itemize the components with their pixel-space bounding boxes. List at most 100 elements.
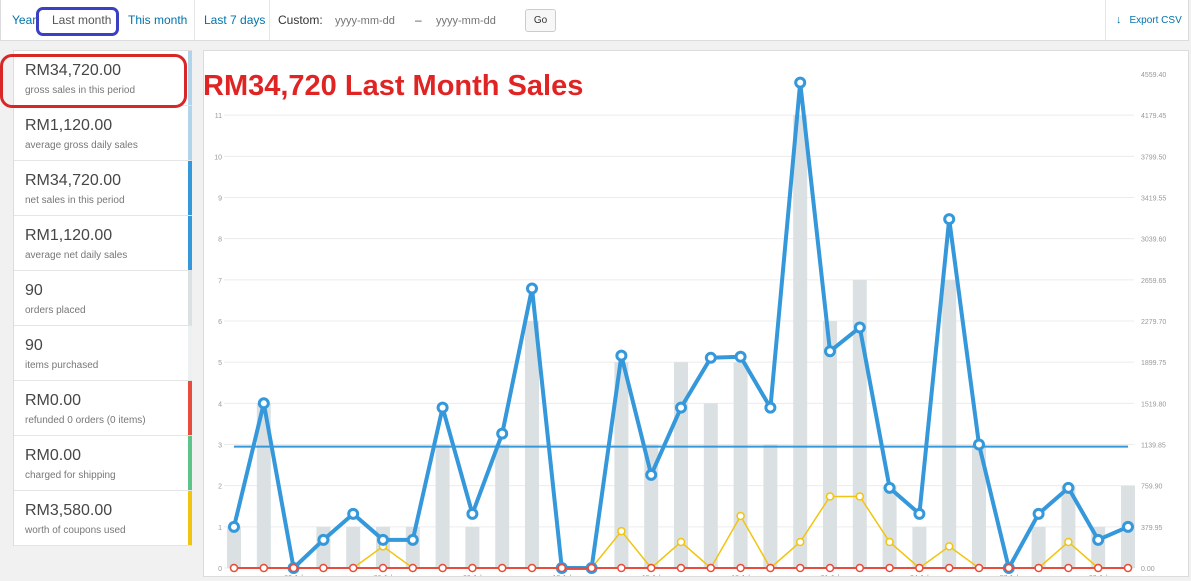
legend-description: average net daily sales [25,250,128,261]
chart-bar [1031,526,1046,568]
legend-color-swatch [188,436,192,490]
y-left-tick-label: 7 [218,278,222,285]
x-tick-label: 21 Jul [821,575,840,576]
chart-bar [733,362,748,568]
y-right-tick-label: 3799.50 [1141,154,1166,161]
data-point [319,563,328,573]
data-point [764,401,777,414]
data-point [259,563,269,573]
x-tick-label: 06 Jul [374,575,393,576]
legend-amount: 90 [25,337,43,354]
data-point [944,563,954,573]
data-point [436,401,449,414]
data-point [348,563,358,573]
data-point [1064,563,1073,573]
data-point [795,537,805,547]
y-right-tick-label: 2659.65 [1141,278,1166,285]
x-tick-label: 27 Jul [999,575,1018,576]
data-point [1062,481,1075,494]
chart-bar [614,362,629,568]
data-point [1004,563,1014,573]
y-right-tick-label: 379.95 [1141,525,1163,532]
x-tick-label: 15 Jul [642,575,661,576]
x-tick-label: 30 Jul [1089,575,1108,576]
legend-color-swatch [188,106,192,160]
data-point [317,533,330,546]
legend-item[interactable]: RM3,580.00 worth of coupons used [14,491,192,546]
data-point [736,511,745,521]
y-right-tick-label: 4559.40 [1141,72,1166,79]
tab-last-7-days[interactable]: Last 7 days [204,13,266,27]
y-left-tick-label: 8 [218,237,222,244]
data-point [734,350,747,363]
legend-color-swatch [188,216,192,270]
chart-bar [823,321,837,568]
y-right-tick-label: 0.00 [1141,566,1155,573]
data-point [675,401,687,414]
date-to-input[interactable] [434,10,526,32]
legend-item[interactable]: 90 orders placed [14,271,192,326]
legend-description: gross sales in this period [25,85,136,96]
data-point [1064,537,1073,547]
data-point [438,563,447,573]
custom-range-label: Custom: [278,13,323,27]
legend-item[interactable]: 90 items purchased [14,326,192,381]
highlight-circle-red [0,54,187,108]
legend-color-swatch [188,51,192,105]
chart-bar [346,526,361,568]
data-point [617,563,626,573]
data-point [825,563,835,573]
y-right-tick-label: 3039.60 [1141,237,1166,244]
tab-year[interactable]: Year [12,13,37,27]
divider [269,0,270,40]
legend-item[interactable]: RM0.00 charged for shipping [14,436,192,491]
data-point [704,351,717,364]
data-point [706,563,716,573]
data-point [615,349,628,362]
data-point [913,507,926,520]
data-point [1122,520,1134,533]
y-left-tick-label: 5 [218,360,222,367]
data-point [466,507,479,520]
chart-bar [763,444,778,568]
sales-chart-svg: 0 1 2 3 4 5 6 7 8 9 10 11 0.00 379.95 759.90 1139.85 151… [214,72,1166,581]
export-csv-label: Export CSV [1129,15,1182,26]
tab-this-month[interactable]: This month [128,13,188,27]
legend-description: orders placed [25,305,86,316]
chart-bar [882,485,897,568]
data-point [794,76,807,89]
legend-color-swatch [188,326,192,380]
data-point [855,563,865,573]
data-point [228,520,240,533]
data-point [855,492,865,501]
chart-bar [1061,485,1076,568]
tab-last-month[interactable]: Last month [52,13,112,27]
legend-amount: RM0.00 [25,447,82,464]
x-tick-label: 09 Jul [463,575,482,576]
chart-bar [793,115,808,569]
legend-amount: 90 [25,282,43,299]
data-point [973,438,985,451]
data-point [736,563,745,573]
data-point [526,282,538,295]
legend-item[interactable]: RM0.00 refunded 0 orders (0 items) [14,381,192,436]
y-left-tick-label: 1 [218,525,222,532]
y-right-tick-label: 3419.55 [1141,196,1166,203]
legend-item[interactable]: RM34,720.00 net sales in this period [14,161,192,216]
y-left-tick-label: 4 [218,401,222,408]
export-csv-button[interactable]: ↓ Export CSV [1116,0,1182,41]
chart-bar [912,526,927,568]
chart-bar [227,526,241,568]
legend-item[interactable]: RM1,120.00 average gross daily sales [14,106,192,161]
x-tick-label: 03 Jul [284,575,303,576]
legend-item[interactable]: RM1,120.00 average net daily sales [14,216,192,271]
date-from-input[interactable] [333,10,425,32]
data-point [496,427,509,440]
legend-description: refunded 0 orders (0 items) [25,415,146,426]
data-point [974,563,984,573]
legend-color-swatch [188,381,192,435]
data-point [825,492,835,501]
go-button[interactable]: Go [525,9,556,32]
y-right-tick-label: 1519.80 [1141,401,1166,408]
data-point [766,563,775,573]
